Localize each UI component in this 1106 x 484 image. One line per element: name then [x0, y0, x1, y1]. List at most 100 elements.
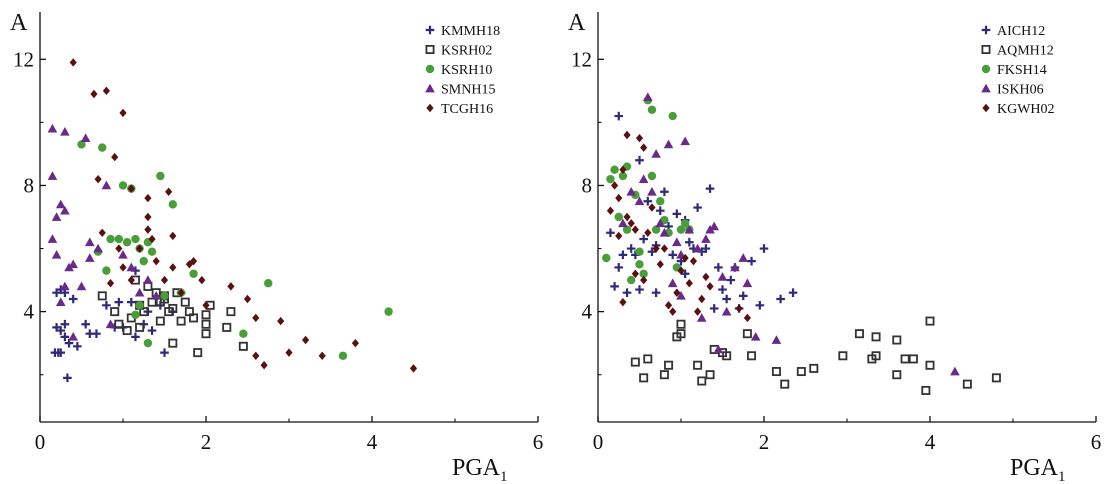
data-point — [747, 256, 756, 266]
data-point — [77, 140, 86, 149]
data-point — [135, 322, 145, 332]
x-tick-label: 0 — [35, 430, 46, 454]
data-point — [156, 171, 165, 181]
data-point — [689, 256, 698, 266]
data-point — [189, 269, 198, 278]
data-point — [101, 180, 112, 190]
data-point — [92, 329, 101, 338]
x-axis-label: PGA1 — [1010, 455, 1066, 484]
data-point — [611, 181, 619, 190]
data-point — [871, 332, 881, 342]
data-point — [147, 326, 157, 335]
data-point — [80, 133, 91, 142]
data-point — [701, 244, 711, 253]
data-point — [717, 272, 728, 281]
data-point — [626, 244, 636, 253]
legend-marker-triangle-icon — [981, 83, 991, 93]
data-point — [676, 291, 686, 300]
data-point — [647, 171, 657, 181]
data-point — [81, 319, 90, 329]
x-tick-label: 4 — [367, 430, 378, 454]
data-point — [771, 335, 782, 344]
data-point — [809, 363, 819, 373]
series-kgwh02 — [606, 130, 751, 323]
y-tick-label: 4 — [24, 300, 35, 324]
x-tick-label: 2 — [201, 430, 212, 454]
data-point — [63, 373, 72, 383]
data-point — [692, 243, 703, 253]
data-point — [118, 250, 128, 259]
data-point — [384, 307, 393, 316]
data-point — [892, 335, 902, 345]
data-point — [201, 319, 211, 329]
data-point — [243, 294, 252, 304]
data-point — [721, 306, 732, 316]
data-point — [921, 385, 931, 395]
data-point — [252, 351, 260, 360]
data-point — [623, 130, 631, 140]
data-point — [647, 105, 657, 114]
data-point — [151, 291, 161, 300]
data-point — [776, 294, 785, 304]
data-point — [69, 58, 77, 67]
data-point — [738, 291, 748, 301]
data-point — [143, 275, 153, 284]
y-tick-label: 12 — [571, 47, 592, 71]
series-tcgh16 — [69, 58, 418, 373]
data-point — [676, 225, 686, 234]
data-point — [908, 354, 918, 364]
data-point — [55, 199, 66, 209]
data-point — [925, 316, 935, 326]
data-point — [680, 219, 690, 228]
data-point — [673, 288, 681, 297]
data-point — [160, 291, 169, 301]
data-point — [755, 301, 765, 310]
data-point — [651, 225, 661, 234]
data-point — [338, 351, 348, 360]
data-point — [709, 304, 719, 313]
data-point — [122, 326, 132, 336]
data-point — [738, 253, 749, 262]
legend-marker-diamond-icon — [982, 103, 990, 113]
x-tick-label: 0 — [593, 430, 604, 454]
data-point — [722, 294, 731, 304]
x-tick-label: 2 — [759, 430, 770, 454]
data-point — [655, 218, 666, 228]
data-point — [618, 218, 628, 228]
data-point — [47, 123, 58, 133]
data-point — [672, 237, 682, 247]
data-point — [684, 224, 695, 234]
data-point — [838, 351, 848, 361]
data-point — [676, 329, 686, 339]
data-point — [202, 301, 210, 310]
data-point — [169, 263, 177, 272]
data-point — [610, 165, 619, 174]
data-point — [615, 193, 623, 203]
data-point — [693, 360, 703, 370]
data-point — [131, 310, 140, 319]
data-point — [302, 335, 310, 345]
data-point — [614, 111, 624, 121]
data-point — [60, 127, 70, 136]
data-point — [743, 313, 751, 323]
data-point — [168, 338, 178, 348]
data-point — [735, 304, 743, 313]
data-point — [68, 259, 78, 269]
data-point — [664, 360, 674, 370]
data-point — [635, 285, 644, 294]
data-point — [97, 291, 107, 301]
data-point — [639, 234, 648, 244]
y-tick-label: 12 — [13, 47, 34, 71]
data-point — [788, 288, 798, 297]
data-point — [742, 329, 752, 339]
data-point — [102, 266, 111, 275]
data-point — [718, 285, 727, 294]
data-point — [705, 370, 715, 380]
legend-label: KMMH18 — [441, 24, 500, 39]
data-point — [155, 316, 165, 326]
data-point — [660, 244, 668, 253]
data-point — [152, 256, 160, 266]
data-point — [614, 263, 624, 272]
data-point — [619, 297, 627, 307]
